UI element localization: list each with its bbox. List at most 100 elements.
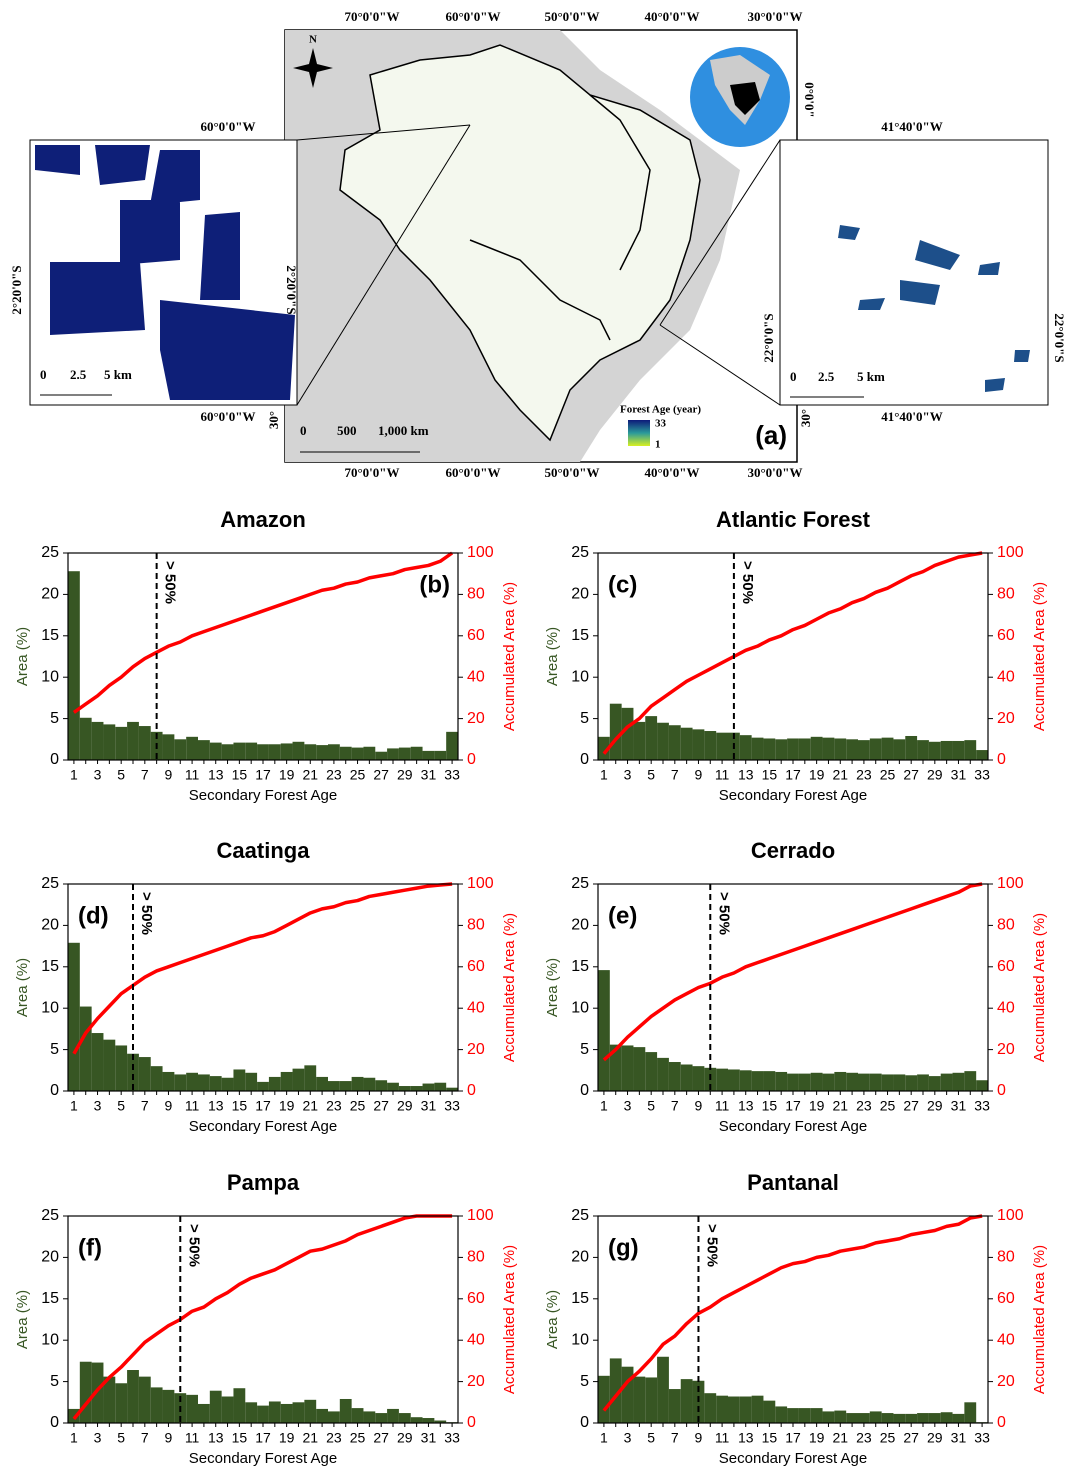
- x-tick-label: 13: [738, 1430, 754, 1446]
- bar: [633, 1376, 646, 1423]
- bar: [328, 744, 340, 760]
- x-tick-label: 11: [185, 1098, 200, 1114]
- bar: [645, 1052, 658, 1091]
- x-tick-label: 27: [373, 1098, 389, 1114]
- bar: [834, 1071, 847, 1091]
- map-scale-label: 0: [300, 423, 307, 438]
- map-lon-label: 40°0'0"W: [644, 465, 699, 480]
- y-tick-label: 25: [571, 1207, 589, 1224]
- bar: [858, 740, 870, 760]
- bar: [221, 1396, 234, 1423]
- bar: [387, 748, 399, 760]
- bar: [91, 1033, 104, 1091]
- y2-tick-label: 60: [467, 627, 485, 644]
- panel-label: (e): [608, 902, 637, 929]
- x-tick-label: 19: [279, 1098, 295, 1114]
- x-tick-label: 19: [809, 767, 825, 783]
- y-tick-label: 15: [41, 1290, 59, 1307]
- y-tick-label: 5: [50, 710, 59, 727]
- y-tick-label: 25: [41, 875, 59, 892]
- y-tick-label: 20: [571, 917, 589, 934]
- bar: [668, 1062, 681, 1091]
- y-tick-label: 20: [571, 1249, 589, 1266]
- x-tick-label: 27: [373, 1430, 389, 1446]
- bar: [893, 1074, 906, 1091]
- y2-tick-label: 40: [467, 999, 485, 1016]
- y2-tick-label: 100: [467, 875, 494, 892]
- y2-tick-label: 80: [467, 586, 485, 603]
- bar: [339, 1398, 352, 1423]
- inset-frame: [779, 139, 1049, 406]
- bar: [257, 1081, 269, 1091]
- y-tick-label: 25: [571, 544, 589, 561]
- bar: [917, 1074, 929, 1091]
- y2-axis-label: Accumulated Area (%): [1031, 1245, 1048, 1394]
- bar: [940, 740, 953, 760]
- bar: [339, 746, 352, 760]
- chart-title: Amazon: [220, 507, 306, 532]
- y2-tick-label: 60: [997, 958, 1015, 975]
- panel-label: (d): [78, 902, 109, 929]
- x-tick-label: 25: [350, 1098, 366, 1114]
- bar: [609, 1044, 622, 1091]
- bar: [138, 1057, 151, 1091]
- y-tick-label: 15: [41, 627, 59, 644]
- biome-border: [589, 94, 651, 271]
- y2-tick-label: 0: [997, 1414, 1006, 1431]
- bar: [292, 1402, 305, 1423]
- bar: [739, 1396, 752, 1423]
- bar: [763, 1071, 776, 1091]
- bar: [976, 750, 988, 760]
- bar: [846, 739, 858, 760]
- bar: [621, 707, 634, 760]
- x-axis-label: Secondary Forest Age: [719, 787, 867, 804]
- x-tick-label: 23: [326, 1430, 342, 1446]
- x-tick-label: 7: [141, 1430, 149, 1446]
- y2-axis-label: Accumulated Area (%): [1031, 582, 1048, 731]
- y-tick-label: 15: [571, 958, 589, 975]
- bar: [422, 1418, 435, 1423]
- x-tick-label: 7: [671, 1098, 679, 1114]
- y2-tick-label: 60: [467, 958, 485, 975]
- x-axis-label: Secondary Forest Age: [719, 1118, 867, 1135]
- bar: [351, 1076, 364, 1091]
- bar: [869, 1411, 882, 1423]
- bar: [657, 1057, 669, 1091]
- x-tick-label: 23: [326, 1098, 342, 1114]
- bar: [68, 1408, 80, 1423]
- x-tick-label: 17: [255, 1430, 271, 1446]
- map-lon-label: 30°0'0"W: [747, 465, 802, 480]
- x-tick-label: 15: [232, 1098, 248, 1114]
- x-tick-label: 33: [974, 1430, 990, 1446]
- bar: [387, 1408, 399, 1423]
- y-tick-label: 15: [41, 958, 59, 975]
- x-tick-label: 9: [695, 767, 703, 783]
- bar: [292, 1068, 305, 1091]
- x-tick-label: 9: [165, 1098, 173, 1114]
- bar: [328, 1411, 340, 1423]
- bar: [798, 1408, 811, 1423]
- bar: [79, 717, 92, 760]
- scale-label: 0: [40, 367, 47, 382]
- x-tick-label: 17: [785, 767, 801, 783]
- bar: [127, 1053, 139, 1091]
- threshold-label: > 50%: [739, 561, 756, 604]
- bar: [763, 738, 776, 760]
- bar: [858, 1073, 870, 1091]
- bar: [704, 731, 717, 760]
- accumulated-line: [72, 1214, 453, 1420]
- y2-tick-label: 0: [997, 751, 1006, 768]
- bar: [787, 738, 799, 760]
- x-tick-label: 23: [326, 767, 342, 783]
- bar: [952, 1072, 965, 1091]
- bar: [434, 1420, 447, 1423]
- bar: [268, 1076, 281, 1091]
- x-tick-label: 9: [695, 1430, 703, 1446]
- threshold-label: > 50%: [138, 892, 155, 935]
- y-axis-label: Area (%): [544, 958, 561, 1017]
- inset-lat-label: 22°0'0"S: [1052, 313, 1065, 362]
- y2-tick-label: 40: [997, 668, 1015, 685]
- chart-title: Atlantic Forest: [716, 507, 871, 532]
- x-tick-label: 5: [647, 767, 655, 783]
- y2-tick-label: 60: [997, 627, 1015, 644]
